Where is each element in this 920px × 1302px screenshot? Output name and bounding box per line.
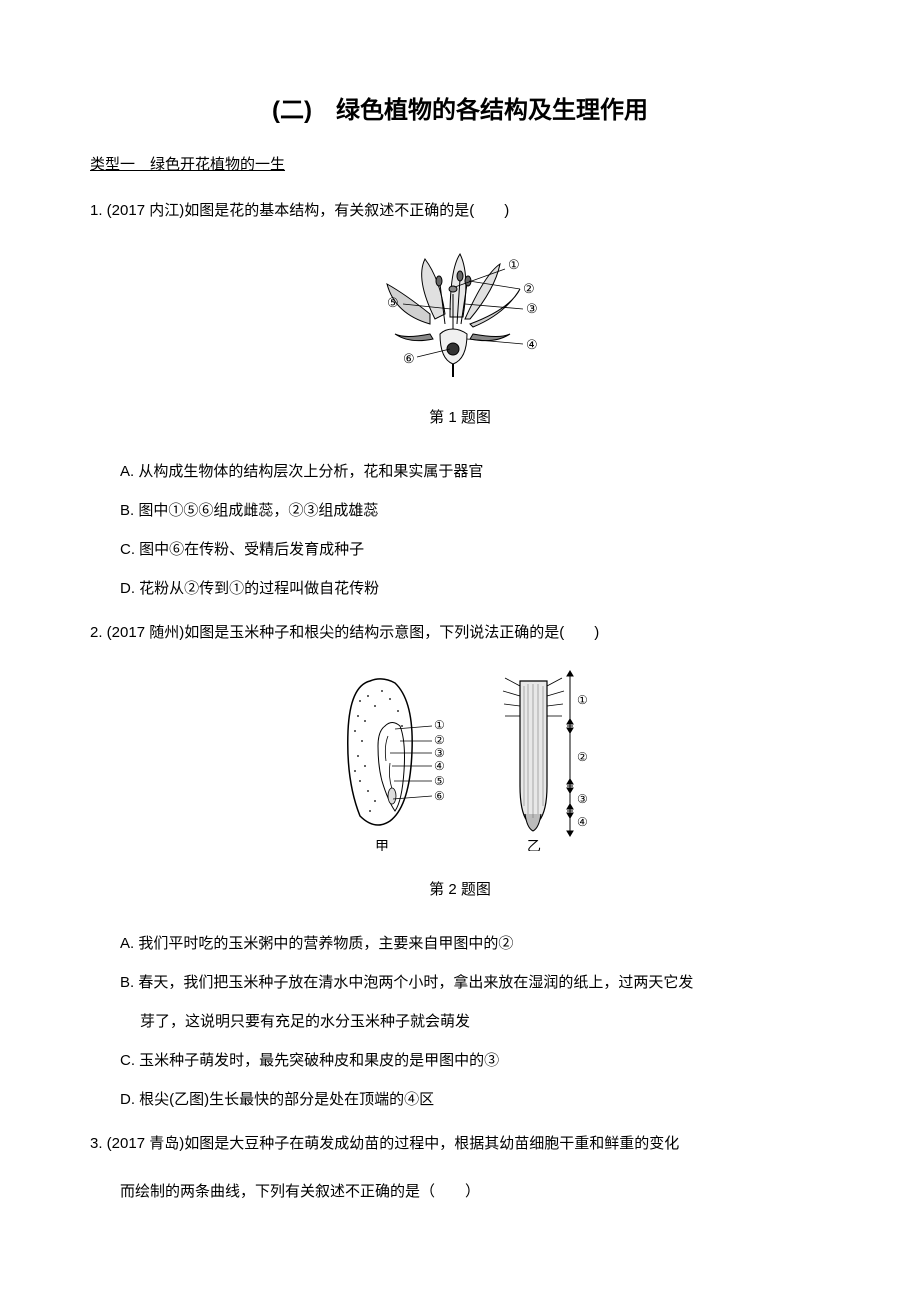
q1-option-b: B. 图中①⑤⑥组成雌蕊，②③组成雄蕊 [90, 491, 830, 530]
q1-caption: 第 1 题图 [90, 401, 830, 434]
flower-label-5: ⑤ [387, 295, 399, 310]
seed-label-5: ⑤ [434, 774, 445, 788]
flower-label-1: ① [508, 257, 520, 272]
question-2: 2. (2017 随州)如图是玉米种子和根尖的结构示意图，下列说法正确的是( ) [90, 616, 830, 1119]
seed-label-6: ⑥ [434, 789, 445, 803]
q2-option-b-cont: 芽了，这说明只要有充足的水分玉米种子就会萌发 [90, 1002, 830, 1041]
q3-stem-cont: 而绘制的两条曲线，下列有关叙述不正确的是（ ） [90, 1172, 830, 1211]
seed-label-4: ④ [434, 759, 445, 773]
root-label-4: ④ [577, 815, 588, 829]
q1-option-d: D. 花粉从②传到①的过程叫做自花传粉 [90, 569, 830, 608]
seed-label-1: ① [434, 718, 445, 732]
q1-figure: ① ② ③ ④ ⑤ ⑥ 第 1 题图 [90, 239, 830, 434]
q1-stem: 1. (2017 内江)如图是花的基本结构，有关叙述不正确的是( ) [90, 194, 830, 227]
q1-option-a: A. 从构成生物体的结构层次上分析，花和果实属于器官 [90, 452, 830, 491]
flower-label-6: ⑥ [403, 351, 415, 366]
q3-stem: 3. (2017 青岛)如图是大豆种子在萌发成幼苗的过程中，根据其幼苗细胞干重和… [90, 1127, 830, 1160]
flower-label-4: ④ [526, 337, 538, 352]
root-label-yi: 乙 [527, 839, 541, 851]
flower-label-3: ③ [526, 301, 538, 316]
question-1: 1. (2017 内江)如图是花的基本结构，有关叙述不正确的是( ) [90, 194, 830, 608]
root-label-2: ② [577, 750, 588, 764]
q2-option-c: C. 玉米种子萌发时，最先突破种皮和果皮的是甲图中的③ [90, 1041, 830, 1080]
root-label-1: ① [577, 693, 588, 707]
q2-caption: 第 2 题图 [90, 873, 830, 906]
seed-root-diagram: ① ② ③ ④ ⑤ ⑥ 甲 [300, 661, 620, 851]
root-label-3: ③ [577, 792, 588, 806]
seed-label-2: ② [434, 733, 445, 747]
q2-stem: 2. (2017 随州)如图是玉米种子和根尖的结构示意图，下列说法正确的是( ) [90, 616, 830, 649]
q1-option-c: C. 图中⑥在传粉、受精后发育成种子 [90, 530, 830, 569]
section-header: 类型一 绿色开花植物的一生 [90, 153, 830, 174]
flower-label-2: ② [523, 281, 535, 296]
flower-diagram: ① ② ③ ④ ⑤ ⑥ [345, 239, 575, 379]
q2-option-d: D. 根尖(乙图)生长最快的部分是处在顶端的④区 [90, 1080, 830, 1119]
q2-figure: ① ② ③ ④ ⑤ ⑥ 甲 [90, 661, 830, 906]
page-title: (二) 绿色植物的各结构及生理作用 [90, 90, 830, 125]
question-3: 3. (2017 青岛)如图是大豆种子在萌发成幼苗的过程中，根据其幼苗细胞干重和… [90, 1127, 830, 1211]
q2-option-a: A. 我们平时吃的玉米粥中的营养物质，主要来自甲图中的② [90, 924, 830, 963]
q2-option-b: B. 春天，我们把玉米种子放在清水中泡两个小时，拿出来放在湿润的纸上，过两天它发 [90, 963, 830, 1002]
seed-label-jia: 甲 [375, 840, 389, 851]
seed-label-3: ③ [434, 746, 445, 760]
